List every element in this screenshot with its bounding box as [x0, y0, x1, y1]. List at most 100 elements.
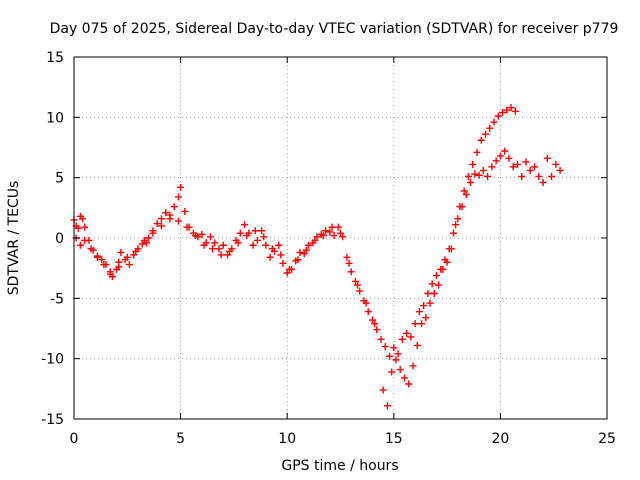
- data-point: [394, 350, 402, 358]
- y-tick-label: -10: [41, 352, 64, 368]
- data-point: [313, 233, 321, 241]
- data-point: [511, 107, 519, 115]
- data-point: [400, 374, 408, 382]
- data-point: [302, 246, 310, 254]
- data-point: [484, 172, 492, 180]
- data-point: [266, 253, 274, 261]
- data-point: [477, 136, 485, 144]
- data-point: [339, 233, 347, 241]
- data-point: [443, 258, 451, 266]
- data-point: [499, 109, 507, 117]
- data-point: [275, 241, 283, 249]
- data-point: [106, 270, 114, 278]
- data-point: [125, 261, 133, 269]
- data-point: [236, 229, 244, 237]
- data-point: [79, 215, 87, 223]
- data-point: [253, 236, 261, 244]
- data-point: [411, 320, 419, 328]
- data-point: [452, 221, 460, 229]
- data-point: [430, 290, 438, 298]
- data-point: [285, 265, 293, 273]
- data-point: [432, 271, 440, 279]
- data-point: [258, 227, 266, 235]
- data-point: [268, 245, 276, 253]
- data-point: [390, 344, 398, 352]
- x-tick-label: 10: [278, 431, 296, 447]
- data-point: [548, 172, 556, 180]
- data-point: [428, 280, 436, 288]
- data-point: [337, 229, 344, 237]
- data-point: [371, 320, 379, 328]
- data-point: [249, 241, 257, 249]
- data-point: [123, 253, 131, 261]
- data-point: [526, 166, 534, 174]
- data-point: [145, 234, 153, 242]
- data-point: [215, 245, 223, 253]
- data-point: [362, 299, 370, 307]
- y-tick-label: 0: [55, 231, 64, 247]
- y-axis-ticks: -15 -10 -5 0 5 10 15: [41, 50, 607, 428]
- data-point: [479, 166, 487, 174]
- data-point: [356, 287, 364, 295]
- data-point: [490, 118, 498, 126]
- data-point: [396, 366, 404, 374]
- data-point: [177, 183, 185, 191]
- data-point: [507, 104, 515, 112]
- data-point: [117, 248, 125, 256]
- data-point: [456, 203, 464, 211]
- data-point: [260, 233, 268, 241]
- data-point: [279, 259, 287, 267]
- data-point: [166, 215, 174, 223]
- data-point: [377, 335, 385, 343]
- data-point: [305, 241, 313, 249]
- data-point: [409, 362, 417, 370]
- data-point: [518, 172, 526, 180]
- data-point: [435, 281, 443, 289]
- data-point: [219, 241, 227, 249]
- data-point: [462, 191, 470, 199]
- data-point: [251, 227, 259, 235]
- data-point: [170, 203, 178, 211]
- data-point: [543, 154, 551, 162]
- x-tick-label: 20: [491, 431, 509, 447]
- y-tick-label: 10: [46, 110, 64, 126]
- data-point: [469, 160, 477, 168]
- data-point: [87, 245, 95, 253]
- data-point: [262, 241, 270, 249]
- data-point: [415, 308, 423, 316]
- x-tick-label: 0: [70, 431, 79, 447]
- data-point: [475, 171, 483, 179]
- x-tick-label: 15: [385, 431, 403, 447]
- data-point: [81, 236, 89, 244]
- data-point: [183, 223, 191, 231]
- data-point: [149, 229, 157, 237]
- data-point: [81, 223, 89, 231]
- y-tick-label: -15: [41, 412, 64, 428]
- data-point: [76, 241, 84, 249]
- data-point: [407, 333, 415, 341]
- data-point: [206, 233, 214, 241]
- data-point: [383, 402, 391, 410]
- data-point: [454, 215, 462, 223]
- data-point: [405, 380, 413, 388]
- data-point: [386, 352, 394, 360]
- data-point: [552, 160, 560, 168]
- data-point: [379, 386, 387, 394]
- data-point: [531, 163, 539, 171]
- plot-frame: [73, 56, 608, 420]
- data-point: [488, 163, 496, 171]
- data-point: [241, 221, 249, 229]
- data-point: [330, 232, 338, 240]
- data-points: [70, 104, 564, 410]
- data-point: [243, 232, 251, 240]
- data-point: [93, 253, 101, 261]
- data-point: [277, 251, 285, 259]
- data-point: [503, 106, 511, 114]
- data-point: [424, 290, 432, 298]
- y-axis-label: SDTVAR / TECUs: [6, 181, 22, 296]
- data-point: [130, 251, 138, 259]
- data-point: [322, 227, 330, 235]
- data-point: [368, 316, 376, 324]
- data-point: [181, 207, 189, 215]
- data-point: [294, 256, 302, 264]
